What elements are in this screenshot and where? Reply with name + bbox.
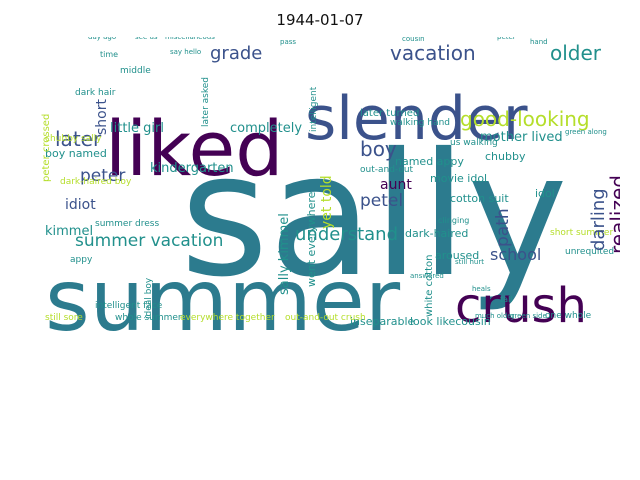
word-cloud-word: still sore xyxy=(45,312,83,323)
word-cloud-word: later turned xyxy=(360,108,420,119)
word-cloud-word: good-looking xyxy=(460,107,590,131)
word-cloud-word: us walking xyxy=(450,137,498,148)
word-cloud-word: kimmel xyxy=(45,223,94,239)
word-cloud-word: kindergarten xyxy=(150,160,234,176)
word-cloud-word: later xyxy=(55,127,102,151)
word-cloud-word: cotton suit xyxy=(450,192,509,206)
word-cloud-word: appy xyxy=(70,254,93,265)
word-cloud-word: summer dress xyxy=(95,218,160,229)
word-cloud-word: time xyxy=(100,49,119,59)
word-cloud-word: clinging xyxy=(438,215,470,225)
word-cloud-word: peter crossed xyxy=(41,113,52,182)
word-cloud-word: heals xyxy=(472,285,491,294)
word-cloud-word: vacation xyxy=(390,41,476,65)
word-cloud-word: one whole xyxy=(545,310,592,321)
word-cloud-word: pass xyxy=(280,38,297,47)
word-cloud-word: understand xyxy=(295,223,399,245)
word-cloud-word: everywhere together xyxy=(180,312,275,323)
word-cloud-word: sally xyxy=(180,117,568,315)
word-cloud-word: answered xyxy=(410,272,444,281)
word-cloud-word: petel xyxy=(497,37,515,42)
word-cloud-word: still hurt xyxy=(455,258,484,267)
word-cloud-word: realized xyxy=(606,175,620,254)
word-cloud-word: school xyxy=(490,245,542,265)
word-cloud-word: liked xyxy=(105,104,284,194)
word-cloud-word: completely xyxy=(230,120,303,136)
word-cloud-word: short summer xyxy=(550,227,614,238)
word-cloud-word: ideal boy xyxy=(144,277,154,319)
word-cloud-word: say hello xyxy=(170,48,202,57)
word-cloud-word: idol xyxy=(535,187,555,201)
word-cloud-word: intelligent face xyxy=(95,300,163,311)
word-cloud-word: summer xyxy=(45,251,401,332)
word-cloud-word: sally kimmel xyxy=(277,213,292,295)
word-cloud-word: whole summer xyxy=(115,312,182,323)
word-cloud-word: path xyxy=(493,208,513,247)
word-cloud-word: inseparable xyxy=(350,315,415,329)
word-cloud-word: short xyxy=(94,99,110,135)
word-cloud-word: dark-haired boy xyxy=(60,176,132,187)
word-cloud-word: crush xyxy=(455,277,587,332)
word-cloud-word: petel xyxy=(360,191,404,212)
word-cloud-word: summer vacation xyxy=(75,231,224,252)
word-cloud-word: dark hair xyxy=(75,87,116,98)
word-cloud-word: dark-haired xyxy=(405,227,469,241)
word-cloud-word: chubby sally xyxy=(45,133,102,144)
word-cloud-word: movie idol xyxy=(430,172,488,186)
word-cloud-word: older xyxy=(550,41,602,65)
word-cloud-word: peter xyxy=(80,166,126,187)
word-cloud-word: grade xyxy=(210,42,263,64)
word-cloud-word: idiot xyxy=(65,196,96,213)
word-cloud-word: mother lived xyxy=(480,129,563,145)
word-cloud-word: out-and-out xyxy=(360,164,414,175)
word-cloud-word: cousin xyxy=(402,37,425,44)
word-cloud-word: hand xyxy=(530,38,548,47)
word-cloud-word: slender xyxy=(305,84,528,154)
word-cloud-word: much older xyxy=(475,312,515,321)
word-cloud-word: yet told xyxy=(319,175,335,229)
figure-title: 1944-01-07 xyxy=(276,11,364,29)
word-cloud-word: tall xyxy=(500,294,513,304)
word-cloud-word: see us xyxy=(135,37,158,42)
word-cloud-word: out-and-out crush xyxy=(285,312,366,323)
word-cloud-word: named appy xyxy=(395,155,464,169)
word-cloud-word: chubby xyxy=(485,150,526,164)
word-cloud-word: boy named xyxy=(45,147,107,161)
word-cloud-word: green side xyxy=(510,312,547,321)
word-cloud-word: miscellaneous xyxy=(165,37,215,42)
word-cloud-word: went everywhere xyxy=(305,191,318,287)
word-cloud-word: look likecousin xyxy=(410,315,491,329)
word-cloud-word: boy xyxy=(360,137,397,161)
word-cloud-word: later asked xyxy=(201,77,211,127)
word-cloud-word: middle xyxy=(120,65,151,76)
word-cloud-word: little girl xyxy=(110,120,164,136)
word-cloud-word: intelligent xyxy=(309,86,319,132)
word-cloud-word: aroused xyxy=(435,249,480,263)
word-cloud: sally summer liked slender crush vacation grad… xyxy=(40,37,620,332)
word-cloud-word: green along xyxy=(565,128,607,137)
word-cloud-word: day ago xyxy=(88,37,117,42)
word-cloud-word: aunt xyxy=(380,176,412,193)
word-cloud-word: unrequited xyxy=(565,246,615,257)
word-cloud-word: walking hand xyxy=(390,117,451,128)
word-cloud-word: white cotton xyxy=(424,254,435,317)
